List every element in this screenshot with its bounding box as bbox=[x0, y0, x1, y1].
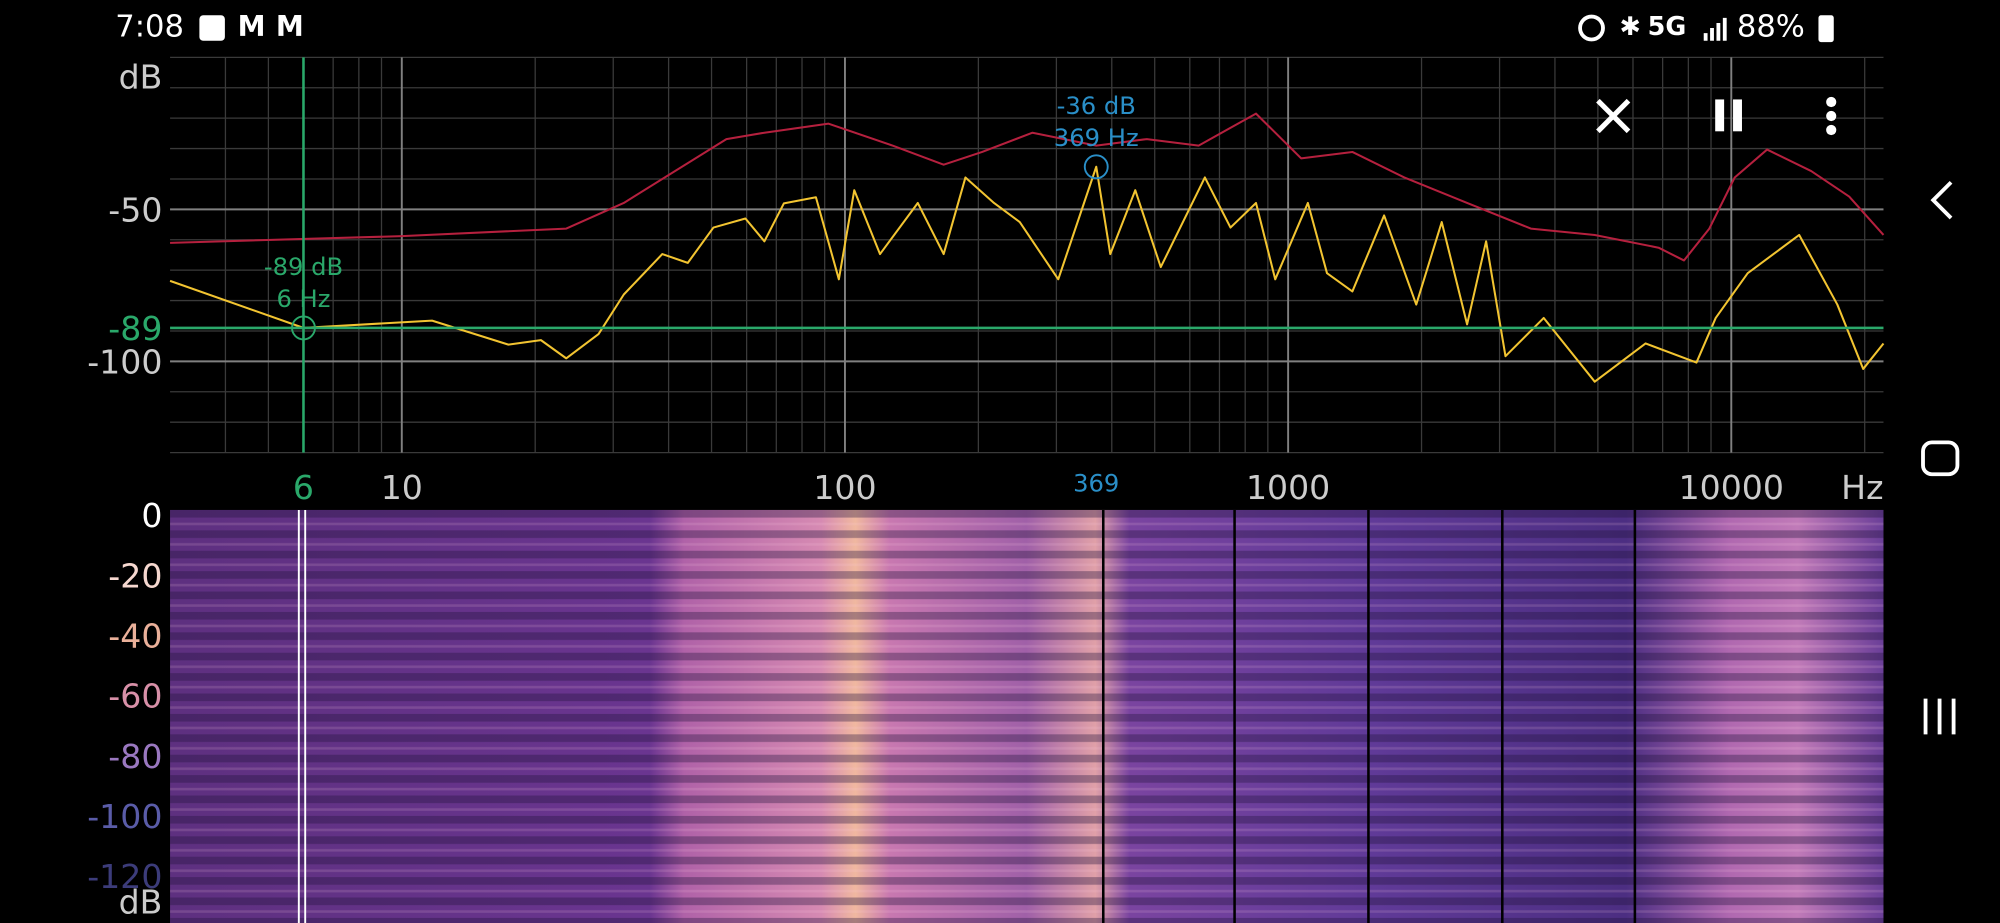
status-bar: 7:08 M M ✱ 5G 88% bbox=[115, 10, 1834, 45]
spectrogram-scale-label: 0 bbox=[141, 496, 162, 535]
cursor-marker bbox=[1083, 154, 1109, 180]
x-unit: Hz bbox=[1841, 468, 1883, 507]
cursor-marker bbox=[291, 315, 316, 341]
home-button[interactable] bbox=[1921, 440, 1960, 477]
cursor-hz-label: 369 Hz bbox=[1054, 124, 1139, 152]
cursor-x-label: 369 bbox=[1073, 469, 1119, 497]
back-button[interactable] bbox=[1930, 180, 1953, 220]
x-tick-label: 10000 bbox=[1679, 468, 1784, 507]
mail-icon: M bbox=[276, 10, 304, 43]
spectrum-line bbox=[170, 112, 1885, 262]
battery-icon bbox=[1818, 15, 1834, 43]
mail-icon: M bbox=[238, 10, 266, 43]
clock: 7:08 bbox=[115, 10, 184, 45]
spectrogram-scale-label: -100 bbox=[87, 797, 162, 836]
alarm-icon bbox=[1578, 14, 1605, 42]
more-button[interactable] bbox=[1826, 96, 1837, 136]
bluetooth-icon: ✱ bbox=[1620, 12, 1641, 42]
nav-bar bbox=[1921, 180, 1960, 735]
close-button[interactable] bbox=[1596, 98, 1631, 134]
spectrum-plot: 10 100 1000 10000 -50 -100 dB Hz -89 -89 dB 6 Hz 6 -… bbox=[87, 56, 1885, 507]
cursor-x-label: 6 bbox=[293, 468, 314, 507]
signal-icon bbox=[1703, 17, 1727, 41]
spectrogram-scale-label: -80 bbox=[108, 737, 162, 776]
spectrogram-scale-label: -120 bbox=[87, 857, 162, 896]
battery-level: 88% bbox=[1737, 10, 1805, 45]
spectrogram-dividers bbox=[1101, 509, 1637, 923]
toolbar bbox=[1596, 96, 1837, 136]
spectrogram-scale-label: -60 bbox=[108, 677, 162, 716]
x-tick-label: 100 bbox=[813, 468, 876, 507]
y-tick-label: -50 bbox=[108, 190, 162, 229]
pause-button[interactable] bbox=[1733, 99, 1742, 132]
gallery-icon bbox=[199, 15, 225, 41]
spectrogram-scale-label: -40 bbox=[108, 616, 162, 655]
pause-button[interactable] bbox=[1715, 99, 1725, 132]
recents-button[interactable] bbox=[1923, 698, 1956, 735]
spectrogram-texture bbox=[170, 509, 1884, 923]
spectrogram-scale-label: -20 bbox=[108, 556, 162, 595]
cursor-db-label: -36 dB bbox=[1057, 92, 1136, 120]
spectrum-line bbox=[169, 165, 1885, 383]
cursor-y-label: -89 bbox=[108, 309, 162, 348]
network-type: 5G bbox=[1648, 12, 1687, 42]
x-tick-label: 10 bbox=[381, 468, 423, 507]
y-tick-label: -100 bbox=[87, 342, 162, 381]
cursor-hz-label: 6 Hz bbox=[276, 285, 330, 313]
spectrogram-cursor bbox=[297, 509, 307, 923]
x-tick-label: 1000 bbox=[1246, 468, 1330, 507]
cursor-db-label: -89 dB bbox=[264, 253, 343, 281]
y-unit: dB bbox=[119, 58, 163, 97]
spectrogram-unit: dB bbox=[119, 882, 163, 921]
